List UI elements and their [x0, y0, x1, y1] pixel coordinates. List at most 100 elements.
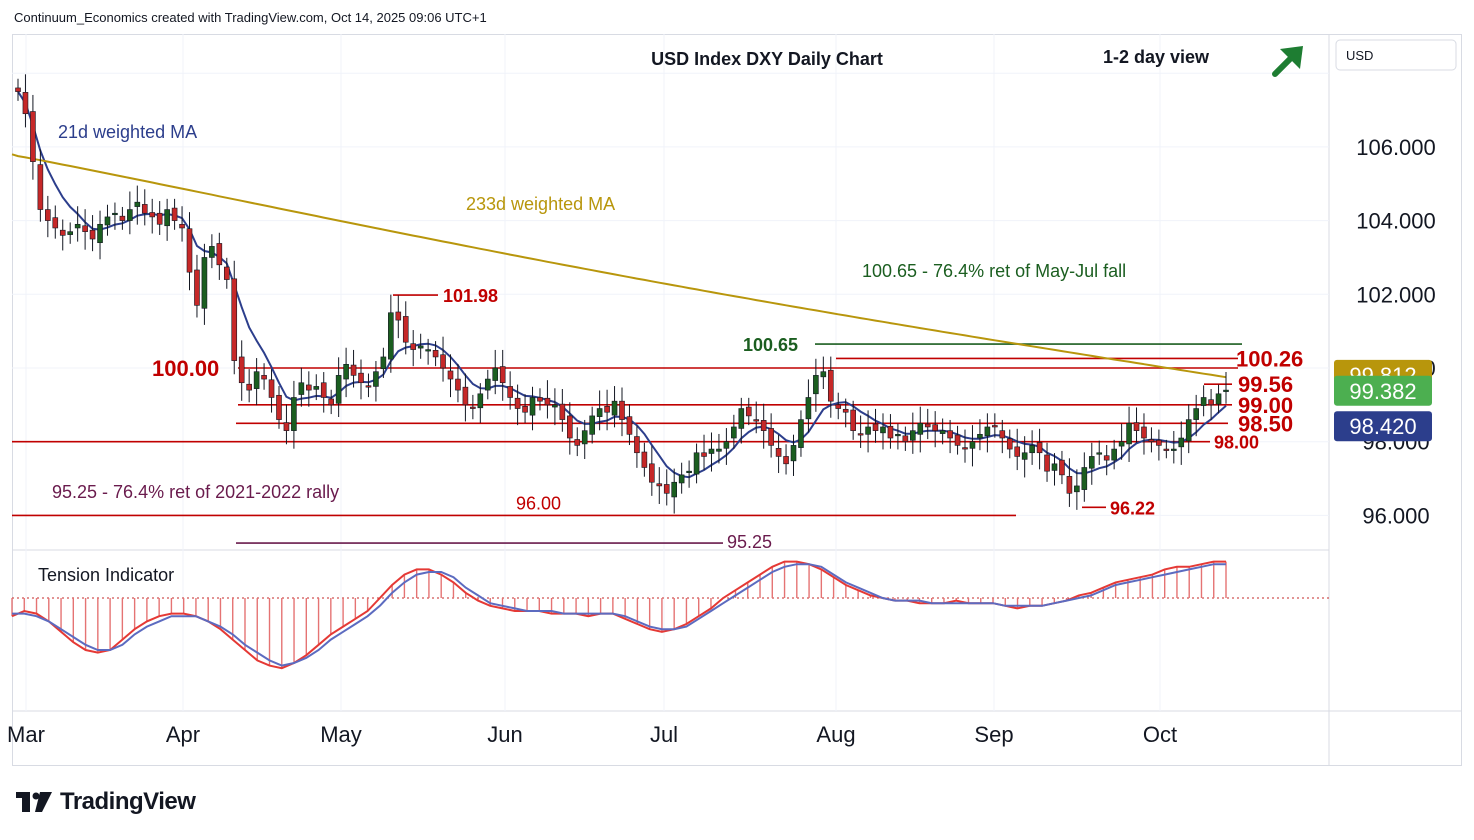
- candle: [1200, 385, 1207, 417]
- x-tick-label: Apr: [166, 722, 200, 747]
- level-label: 100.65: [743, 335, 798, 355]
- candle-body: [1096, 452, 1103, 455]
- candle: [581, 419, 588, 460]
- candle: [1208, 389, 1214, 420]
- candle: [291, 380, 297, 449]
- candle: [850, 400, 856, 440]
- candle-body: [626, 416, 633, 435]
- candle-body: [552, 404, 558, 408]
- candle-body: [440, 354, 446, 369]
- price-tag[interactable]: 98.420: [1334, 411, 1432, 442]
- candle: [529, 386, 536, 431]
- candle: [626, 404, 633, 446]
- candle-body: [1215, 393, 1222, 405]
- candle: [977, 419, 983, 451]
- candle-body: [693, 452, 700, 475]
- candle-body: [15, 87, 21, 92]
- candle-body: [246, 383, 252, 391]
- candle-body: [477, 393, 484, 409]
- candle-body: [581, 430, 588, 445]
- candle-body: [462, 386, 469, 406]
- candle-body: [499, 366, 506, 384]
- candle-body: [1178, 437, 1185, 448]
- candle-body: [45, 209, 51, 221]
- candle: [544, 380, 551, 419]
- candle-body: [313, 386, 320, 390]
- candle: [74, 206, 81, 242]
- candle: [52, 205, 59, 239]
- candle-body: [30, 111, 36, 162]
- x-tick-label: Aug: [816, 722, 855, 747]
- chart-frame[interactable]: [12, 34, 1462, 766]
- tradingview-logo[interactable]: TradingView: [16, 788, 196, 816]
- candle: [760, 403, 767, 449]
- candle-body: [417, 345, 424, 349]
- candle: [917, 406, 924, 453]
- candle: [1148, 427, 1155, 453]
- candle-body: [529, 397, 536, 416]
- candle: [306, 371, 312, 407]
- price-tag[interactable]: 99.382: [1334, 375, 1432, 406]
- candle: [984, 413, 991, 453]
- candle: [298, 367, 305, 407]
- tension-slow-line: [12, 563, 1226, 667]
- price-tag-value: 98.420: [1349, 414, 1416, 439]
- candle-body: [1163, 448, 1170, 451]
- candle: [1051, 453, 1058, 486]
- candle-body: [865, 426, 871, 435]
- candle-body: [380, 356, 387, 370]
- candle-body: [298, 382, 305, 395]
- candle-body: [872, 423, 879, 431]
- candle-body: [641, 451, 648, 468]
- view-label: 1-2 day view: [1103, 47, 1210, 67]
- candle: [82, 209, 88, 250]
- candle: [216, 232, 223, 280]
- candle-body: [276, 394, 282, 420]
- candle-body: [141, 204, 148, 214]
- candle-body: [395, 311, 402, 321]
- candle: [1111, 439, 1117, 470]
- candle-body: [82, 225, 88, 232]
- candle-body: [470, 406, 476, 409]
- candle: [634, 425, 640, 468]
- y-tick-label: 104.000: [1356, 209, 1436, 234]
- candle: [805, 379, 812, 433]
- candle-body: [589, 415, 595, 435]
- candle-body: [924, 423, 931, 428]
- candle: [395, 295, 402, 339]
- candle-body: [1044, 454, 1050, 472]
- candle: [753, 401, 760, 434]
- level-label: 98.50: [1238, 411, 1293, 436]
- candle: [1006, 429, 1013, 459]
- candle: [880, 413, 886, 450]
- currency-badge[interactable]: USD: [1335, 39, 1457, 71]
- candle: [1171, 431, 1177, 464]
- candle-body: [119, 215, 126, 221]
- candle-body: [1126, 422, 1132, 445]
- candle-body: [1066, 476, 1073, 494]
- candle: [484, 369, 491, 400]
- candle-body: [947, 430, 953, 439]
- candle: [1088, 442, 1095, 485]
- price-tag-value: 99.382: [1349, 379, 1416, 404]
- candle: [813, 358, 819, 412]
- candle-body: [522, 406, 528, 413]
- candle: [559, 389, 566, 432]
- candle-body: [559, 403, 566, 420]
- tradingview-logo-text: TradingView: [60, 788, 196, 815]
- candle: [1074, 469, 1080, 510]
- candle-body: [895, 434, 901, 437]
- candle-body: [1141, 426, 1147, 439]
- candle-body: [954, 434, 961, 446]
- candle: [343, 347, 349, 398]
- candle-body: [910, 430, 916, 441]
- price-tag-box: [1334, 375, 1432, 406]
- candle: [962, 429, 968, 463]
- candle: [350, 349, 357, 388]
- candle-body: [320, 382, 327, 398]
- level-label: 100.00: [152, 356, 219, 381]
- candle-body: [59, 229, 66, 236]
- price-tag-box: [1334, 411, 1432, 442]
- candle: [388, 294, 394, 373]
